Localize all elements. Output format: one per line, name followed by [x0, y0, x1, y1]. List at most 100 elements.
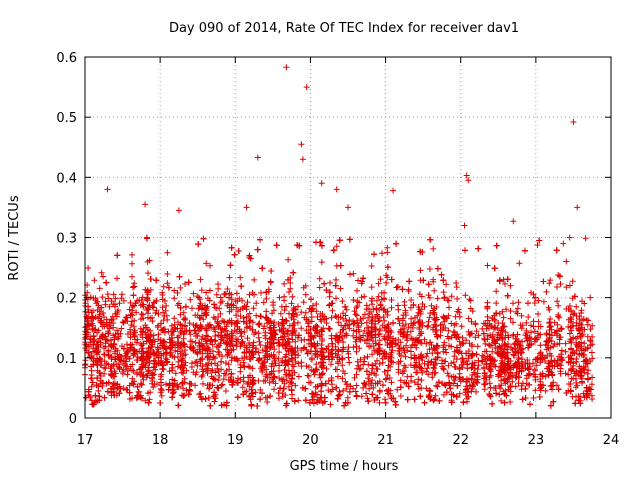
data-point: [418, 328, 425, 335]
data-point: [276, 368, 282, 374]
data-point: [235, 318, 241, 325]
data-point: [582, 235, 589, 242]
data-point: [358, 320, 365, 327]
data-point: [212, 328, 219, 335]
y-axis-label: ROTI / TECUs: [7, 195, 22, 280]
data-point: [562, 340, 569, 347]
data-point: [522, 247, 528, 254]
data-point: [94, 306, 101, 313]
data-point: [586, 385, 593, 392]
data-point: [450, 328, 457, 335]
data-point: [249, 289, 256, 296]
data-point: [174, 302, 181, 309]
y-tick-label: 0.3: [56, 232, 77, 247]
data-point: [445, 362, 452, 369]
data-point: [346, 317, 353, 323]
data-point: [404, 396, 411, 403]
data-point: [120, 345, 127, 352]
data-point: [453, 280, 460, 286]
data-point: [534, 242, 541, 248]
data-point: [101, 351, 108, 358]
data-point: [174, 290, 181, 296]
data-point: [122, 362, 129, 369]
data-point: [171, 315, 178, 322]
data-point: [240, 318, 247, 325]
data-point: [326, 301, 333, 308]
data-point: [403, 379, 410, 386]
data-point: [116, 366, 123, 373]
data-point: [267, 393, 274, 400]
data-point: [220, 337, 227, 344]
data-point: [301, 314, 308, 321]
data-point: [342, 303, 349, 310]
data-point: [576, 363, 583, 370]
data-point: [239, 339, 246, 346]
data-point: [269, 329, 276, 336]
data-point: [472, 321, 479, 328]
data-point: [415, 304, 422, 310]
data-point: [140, 325, 147, 332]
data-point: [181, 341, 188, 348]
data-point: [505, 386, 512, 393]
data-point: [531, 336, 538, 343]
data-point: [426, 346, 433, 353]
data-point: [415, 381, 421, 388]
data-point: [133, 394, 140, 401]
data-point: [174, 342, 181, 349]
data-point: [130, 292, 137, 299]
data-point: [570, 323, 577, 330]
data-point: [224, 286, 231, 292]
data-point: [272, 380, 279, 387]
data-point: [263, 366, 270, 373]
data-point: [139, 311, 146, 318]
data-point: [510, 218, 517, 225]
data-point: [180, 309, 187, 316]
data-point: [282, 317, 289, 324]
data-point: [353, 371, 360, 378]
data-point: [366, 385, 373, 392]
data-point: [186, 387, 193, 394]
data-point: [94, 341, 101, 348]
data-point: [134, 357, 141, 363]
data-point: [395, 302, 401, 309]
data-point: [336, 237, 343, 244]
data-point: [440, 391, 447, 398]
data-point: [255, 330, 262, 337]
data-point: [115, 335, 122, 342]
data-point: [276, 395, 282, 402]
data-point: [307, 348, 314, 355]
data-point: [434, 354, 441, 360]
data-point: [388, 276, 395, 283]
data-point: [424, 350, 431, 357]
data-point: [363, 390, 370, 397]
data-point: [217, 310, 224, 317]
data-point: [382, 336, 389, 343]
data-point: [280, 326, 287, 333]
data-point: [295, 352, 302, 359]
y-tick-label: 0.5: [56, 111, 77, 126]
data-point: [185, 391, 192, 398]
data-point: [135, 388, 142, 395]
data-point: [507, 358, 514, 364]
data-point: [365, 361, 372, 368]
data-point: [390, 187, 397, 194]
data-point: [318, 388, 325, 395]
data-point: [129, 361, 136, 368]
data-point: [290, 269, 297, 276]
x-tick-label: 21: [377, 433, 394, 448]
data-point: [237, 306, 244, 313]
data-point: [482, 381, 489, 388]
data-point: [163, 312, 170, 319]
data-point: [312, 368, 318, 375]
data-point: [496, 391, 503, 398]
data-point: [369, 351, 376, 358]
data-point: [427, 236, 434, 243]
data-point: [453, 356, 460, 363]
data-point: [438, 271, 445, 278]
data-point: [96, 313, 103, 320]
data-point: [566, 282, 573, 289]
data-point: [365, 398, 372, 405]
data-point: [504, 276, 511, 283]
data-point: [246, 356, 253, 363]
data-point: [328, 377, 335, 384]
